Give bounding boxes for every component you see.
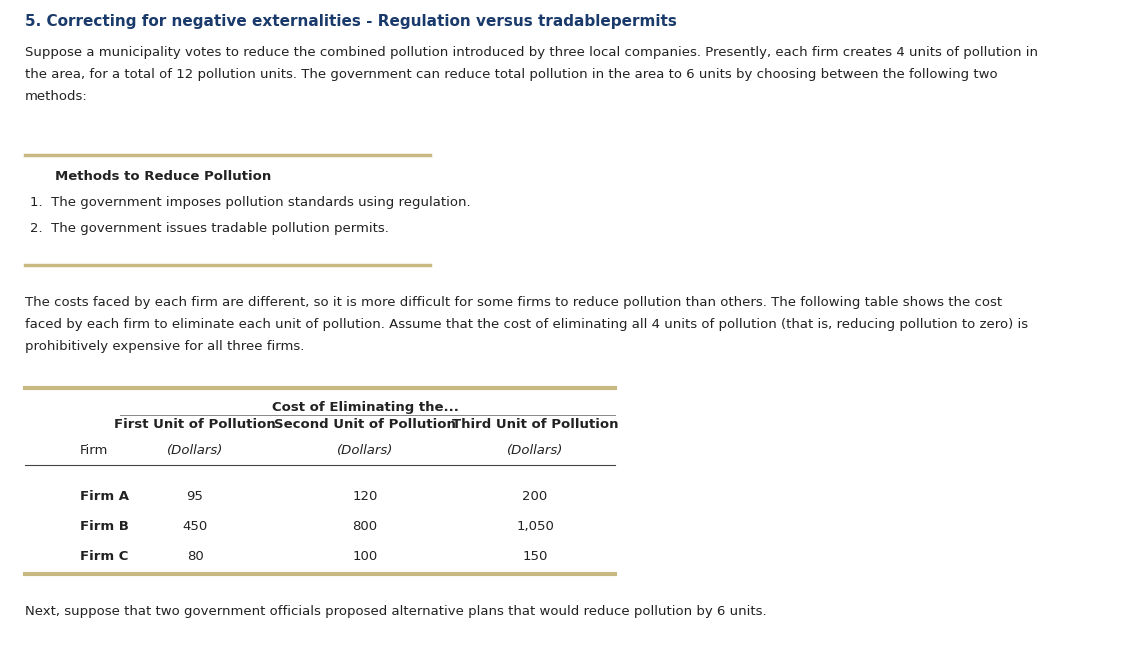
Text: 1.  The government imposes pollution standards using regulation.: 1. The government imposes pollution stan… <box>30 196 470 209</box>
Text: 800: 800 <box>352 520 378 533</box>
Text: methods:: methods: <box>25 90 88 103</box>
Text: 80: 80 <box>187 550 204 563</box>
Text: Firm A: Firm A <box>80 490 129 503</box>
Text: faced by each firm to eliminate each unit of pollution. Assume that the cost of : faced by each firm to eliminate each uni… <box>25 318 1028 331</box>
Text: 150: 150 <box>522 550 548 563</box>
Text: (Dollars): (Dollars) <box>336 444 394 457</box>
Text: 450: 450 <box>182 520 208 533</box>
Text: (Dollars): (Dollars) <box>166 444 223 457</box>
Text: 200: 200 <box>522 490 548 503</box>
Text: Second Unit of Pollution: Second Unit of Pollution <box>274 418 456 431</box>
Text: 95: 95 <box>187 490 204 503</box>
Text: First Unit of Pollution: First Unit of Pollution <box>114 418 276 431</box>
Text: Firm: Firm <box>80 444 108 457</box>
Text: Firm B: Firm B <box>80 520 129 533</box>
Text: 1,050: 1,050 <box>516 520 554 533</box>
Text: 5. Correcting for negative externalities - Regulation versus tradablepermits: 5. Correcting for negative externalities… <box>25 14 677 29</box>
Text: Third Unit of Pollution: Third Unit of Pollution <box>452 418 619 431</box>
Text: Next, suppose that two government officials proposed alternative plans that woul: Next, suppose that two government offici… <box>25 605 766 618</box>
Text: Suppose a municipality votes to reduce the combined pollution introduced by thre: Suppose a municipality votes to reduce t… <box>25 46 1038 59</box>
Text: 2.  The government issues tradable pollution permits.: 2. The government issues tradable pollut… <box>30 222 389 235</box>
Text: The costs faced by each firm are different, so it is more difficult for some fir: The costs faced by each firm are differe… <box>25 296 1002 309</box>
Text: (Dollars): (Dollars) <box>506 444 564 457</box>
Text: 100: 100 <box>352 550 378 563</box>
Text: the area, for a total of 12 pollution units. The government can reduce total pol: the area, for a total of 12 pollution un… <box>25 68 998 81</box>
Text: Cost of Eliminating the...: Cost of Eliminating the... <box>271 401 459 414</box>
Text: prohibitively expensive for all three firms.: prohibitively expensive for all three fi… <box>25 340 305 353</box>
Text: Methods to Reduce Pollution: Methods to Reduce Pollution <box>55 170 271 183</box>
Text: 120: 120 <box>352 490 378 503</box>
Text: Firm C: Firm C <box>80 550 128 563</box>
